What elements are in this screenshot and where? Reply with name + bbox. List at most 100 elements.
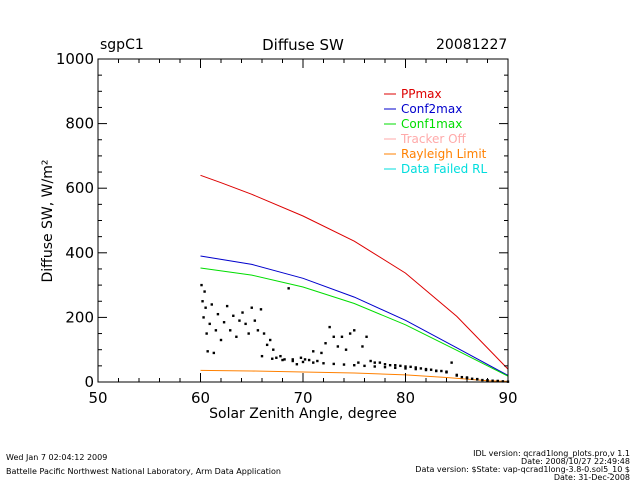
diffuse-sw-point xyxy=(208,322,211,326)
ppmax-line xyxy=(200,174,509,370)
diffuse-sw-point xyxy=(222,321,226,324)
diffuse-sw-point xyxy=(460,375,464,379)
diffuse-sw-point xyxy=(283,358,286,361)
diffuse-sw-point xyxy=(250,306,253,309)
y-tick-label: 600 xyxy=(65,179,94,197)
diffuse-sw-baseline-point xyxy=(260,354,264,358)
y-axis-label: Diffuse SW, W/m² xyxy=(40,160,56,283)
diffuse-sw-point xyxy=(241,311,244,314)
diffuse-sw-point xyxy=(203,290,206,293)
diffuse-sw-baseline-point xyxy=(291,359,294,363)
diffuse-sw-point xyxy=(388,364,392,367)
diffuse-sw-point xyxy=(399,364,402,368)
diffuse-sw-baseline-point xyxy=(424,368,428,372)
y-tick-label: 0 xyxy=(84,373,94,391)
diffuse-sw-point xyxy=(348,332,352,335)
diffuse-sw-point xyxy=(219,338,223,342)
diffuse-sw-point xyxy=(419,367,423,370)
diffuse-sw-point xyxy=(235,335,238,338)
diffuse-sw-point xyxy=(316,359,319,363)
diffuse-sw-point xyxy=(336,345,340,348)
diffuse-sw-point xyxy=(409,365,412,369)
diffuse-sw-point xyxy=(200,283,203,287)
diffuse-sw-baseline-point xyxy=(383,365,387,369)
diffuse-sw-point xyxy=(204,306,207,309)
diffuse-sw-point xyxy=(312,350,315,353)
diffuse-sw-point xyxy=(265,343,269,347)
x-tick-label: 70 xyxy=(293,389,312,407)
diffuse-sw-baseline-point xyxy=(312,361,315,364)
diffuse-sw-point xyxy=(299,356,303,359)
diffuse-sw-point xyxy=(394,364,397,367)
diffuse-sw-baseline-point xyxy=(465,376,469,379)
y-tick-label: 400 xyxy=(65,244,94,262)
diffuse-sw-point xyxy=(303,358,307,361)
diffuse-sw-point xyxy=(275,356,278,359)
diffuse-sw-baseline-point xyxy=(363,364,366,368)
diffuse-sw-point xyxy=(259,308,263,311)
x-axis-label: Solar Zenith Angle, degree xyxy=(209,406,397,422)
diffuse-sw-point xyxy=(353,329,356,332)
diffuse-sw-point xyxy=(202,316,205,319)
diffuse-sw-point xyxy=(328,325,331,329)
legend-label-rayleigh-limit: Rayleigh Limit xyxy=(401,147,487,161)
diffuse-sw-point xyxy=(429,368,433,371)
diffuse-sw-point xyxy=(357,361,360,364)
diffuse-sw-baseline-point xyxy=(404,367,407,370)
rayleigh-limit-line xyxy=(200,369,509,382)
diffuse-sw-point xyxy=(269,338,272,342)
diffuse-sw-point xyxy=(210,303,213,306)
diffuse-sw-baseline-point xyxy=(332,362,335,366)
diffuse-sw-point xyxy=(332,335,335,338)
diffuse-sw-baseline-point xyxy=(476,377,479,381)
diffuse-sw-point xyxy=(262,332,266,335)
conf1max-line xyxy=(200,267,509,377)
diffuse-sw-point xyxy=(291,358,294,361)
chart-title: Diffuse SW xyxy=(262,36,344,54)
diffuse-sw-point xyxy=(238,319,241,322)
x-tick-label: 60 xyxy=(191,389,210,407)
legend-label-tracker-off: Tracker Off xyxy=(400,132,467,146)
diffuse-sw-baseline-point xyxy=(322,362,325,365)
diffuse-sw-point xyxy=(201,300,204,303)
ticks-layer: 50 60 70 80 90 0 200 400 600 800 1000 xyxy=(56,50,518,407)
diffuse-sw-point xyxy=(378,361,382,364)
diffuse-sw-baseline-point xyxy=(373,365,376,368)
footer-timestamp: Wed Jan 7 02:04:12 2009 xyxy=(6,453,108,462)
series-layer xyxy=(200,174,510,383)
legend-label-ppmax: PPmax xyxy=(401,87,442,101)
footer-org: Battelle Pacific Northwest National Labo… xyxy=(6,467,281,476)
y-tick-label: 1000 xyxy=(56,50,94,68)
x-tick-label: 80 xyxy=(396,389,415,407)
diffuse-sw-point xyxy=(470,377,474,380)
diffuse-sw-baseline-point xyxy=(301,360,305,364)
diffuse-sw-point xyxy=(481,378,484,382)
diffuse-sw-point xyxy=(450,361,453,364)
diffuse-sw-baseline-point xyxy=(342,363,346,366)
diffuse-sw-point xyxy=(491,379,494,382)
x-tick-label: 50 xyxy=(88,389,107,407)
date-label: 20081227 xyxy=(436,37,508,53)
diffuse-sw-point xyxy=(205,332,208,335)
diffuse-sw-baseline-point xyxy=(394,366,397,369)
diffuse-sw-point xyxy=(365,335,368,338)
diffuse-sw-baseline-point xyxy=(455,373,458,377)
footer-idl-date: Date: 2008/10/27 22:49:48 xyxy=(521,457,630,466)
diffuse-sw-baseline-point xyxy=(353,364,356,367)
footer-data-date: Date: 31-Dec-2008 xyxy=(553,473,630,482)
diffuse-sw-point xyxy=(369,359,372,363)
diffuse-sw-point xyxy=(216,312,220,316)
diffuse-sw-point xyxy=(373,361,376,364)
diffuse-sw-point xyxy=(229,329,232,332)
y-tick-label: 800 xyxy=(65,115,94,133)
diffuse-sw-point xyxy=(232,314,235,317)
diffuse-sw-point xyxy=(287,287,290,290)
diffuse-sw-point xyxy=(214,329,218,332)
legend-label-conf1max: Conf1max xyxy=(401,117,462,131)
diffuse-sw-point xyxy=(344,348,348,351)
legend-label-conf2max: Conf2max xyxy=(401,102,462,116)
diffuse-sw-baseline-point xyxy=(281,358,284,362)
site-label: sgpC1 xyxy=(100,37,144,53)
